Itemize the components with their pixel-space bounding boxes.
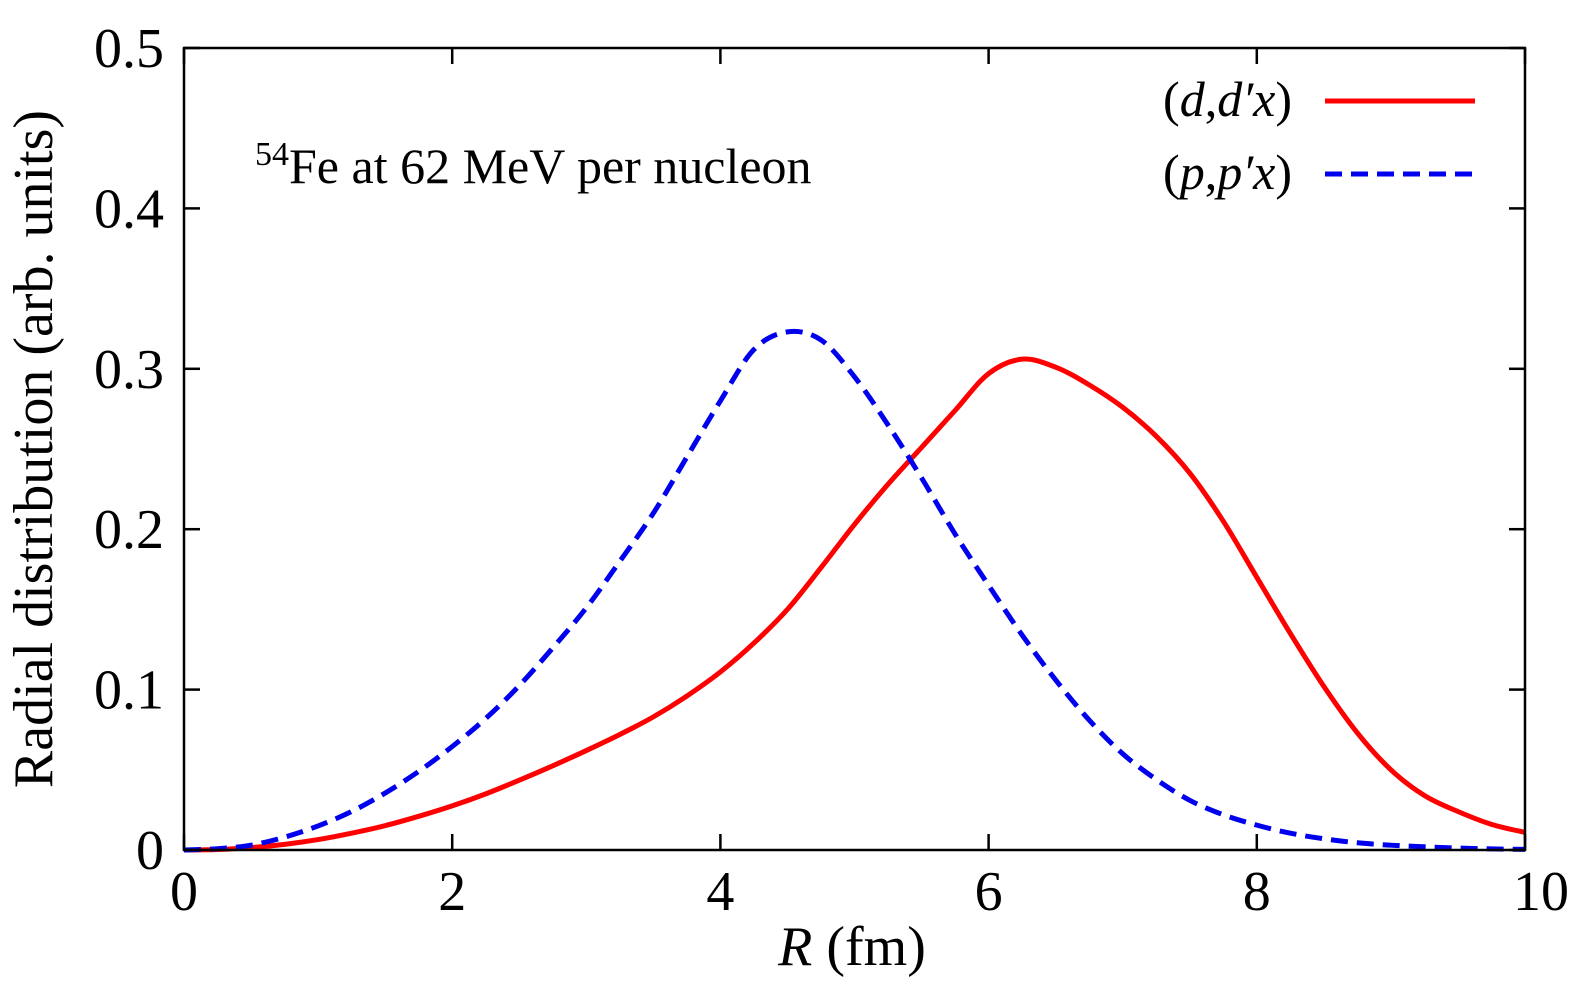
- x-axis-label-italic: R: [777, 916, 812, 978]
- annotation: 54Fe at 62 MeV per nucleon: [255, 136, 812, 194]
- x-tick-label: 6: [975, 861, 1003, 923]
- x-axis-label-rest: (fm): [812, 916, 926, 978]
- y-tick-label: 0.5: [94, 18, 164, 80]
- x-tick-label: 4: [706, 861, 734, 923]
- series-line-pp: [183, 328, 1526, 853]
- plot-frame: [182, 46, 1527, 852]
- series-line-dd: [183, 356, 1526, 853]
- series-layer: [183, 328, 1526, 853]
- legend: (d,d′x) (p,p′x): [1163, 71, 1475, 200]
- ticks-layer: 0 2 4 6 8 10 0 0.1 0.2 0.3 0.4 0.5: [94, 18, 1569, 923]
- y-tick-label: 0.1: [94, 660, 164, 722]
- y-tick-label: 0.2: [94, 499, 164, 561]
- x-tick-label: 10: [1513, 861, 1569, 923]
- x-tick-label: 8: [1243, 861, 1271, 923]
- y-axis-label: Radial distribution (arb. units): [3, 110, 65, 788]
- annotation-superscript: 54: [255, 136, 289, 173]
- legend-label: (p,p′x): [1163, 144, 1292, 200]
- y-tick-label: 0.4: [94, 178, 164, 240]
- x-axis-label: R (fm): [777, 916, 926, 978]
- annotation-text: Fe at 62 MeV per nucleon: [289, 138, 812, 194]
- x-tick-label: 2: [438, 861, 466, 923]
- legend-label: (d,d′x): [1163, 71, 1292, 127]
- y-tick-label: 0.3: [94, 339, 164, 401]
- y-tick-label: 0: [136, 820, 164, 882]
- x-tick-label: 0: [170, 861, 198, 923]
